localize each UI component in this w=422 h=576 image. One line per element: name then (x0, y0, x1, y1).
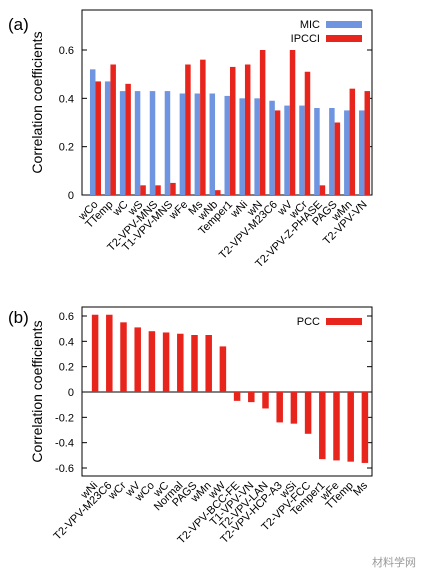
bar-ipcci (110, 64, 116, 195)
bar-ipcci (244, 64, 251, 195)
bar-mic (104, 81, 111, 195)
y-tick-label: 0.4 (59, 336, 74, 348)
bar-pcc (106, 314, 113, 392)
bar-pcc (148, 331, 156, 392)
bar-ipcci (274, 110, 281, 195)
panel-label: (b) (8, 308, 29, 327)
bar-pcc (233, 392, 241, 401)
bar-pcc (205, 335, 212, 392)
y-tick-label: 0.2 (59, 362, 74, 374)
bar-mic (224, 95, 230, 195)
bar-pcc (262, 392, 269, 409)
legend-label: IPCCI (291, 33, 320, 45)
bar-mic (119, 91, 126, 195)
bar-mic (179, 93, 186, 195)
legend-swatch (326, 35, 362, 42)
bar-mic (209, 93, 216, 195)
bar-ipcci (200, 59, 206, 195)
bar-ipcci (170, 182, 176, 195)
y-tick-label: 0 (68, 387, 74, 399)
bar-mic (284, 105, 290, 195)
bar-mic (344, 110, 350, 195)
y-tick-label: -0.6 (55, 463, 74, 475)
y-tick-label: -0.2 (55, 412, 74, 424)
bar-mic (269, 100, 275, 195)
bar-ipcci (259, 50, 266, 195)
bar-ipcci (230, 66, 236, 196)
bar-mic (359, 110, 365, 195)
bar-mic (164, 91, 171, 195)
bar-pcc (91, 314, 99, 392)
bar-pcc (120, 322, 127, 392)
y-tick-label: 0.6 (59, 45, 74, 57)
bar-ipcci (125, 83, 131, 195)
y-tick-label: -0.4 (55, 438, 74, 450)
bar-pcc (134, 327, 141, 392)
bar-pcc (319, 392, 326, 460)
bar-pcc (177, 333, 184, 392)
bar-mic (194, 93, 201, 195)
bar-mic (314, 108, 320, 195)
bar-ipcci (319, 185, 326, 195)
bar-pcc (276, 392, 283, 423)
bar-pcc (219, 346, 227, 392)
bar-mic (239, 98, 245, 195)
bar-ipcci (215, 190, 221, 195)
bar-mic (149, 91, 156, 195)
bar-mic (89, 69, 96, 195)
panel-label: (a) (8, 15, 29, 34)
bar-mic (254, 98, 260, 195)
legend-swatch (326, 21, 362, 28)
bar-pcc (304, 392, 312, 434)
bar-pcc (191, 335, 198, 392)
bar-mic (299, 105, 305, 195)
bar-ipcci (364, 91, 371, 195)
bar-ipcci (155, 185, 161, 195)
y-axis-label: Correlation coefficients (29, 320, 45, 462)
bar-pcc (290, 392, 298, 424)
bar-mic (134, 91, 141, 195)
x-tick-label: Ms (351, 479, 370, 498)
bar-ipcci (334, 122, 341, 195)
bar-ipcci (140, 185, 146, 195)
bar-pcc (347, 392, 354, 462)
y-tick-label: 0.6 (59, 311, 74, 323)
legend-label: PCC (297, 316, 320, 328)
bar-mic (329, 108, 335, 195)
bar-ipcci (304, 71, 311, 195)
bar-pcc (248, 392, 255, 403)
bar-pcc (361, 392, 369, 463)
y-tick-label: 0.2 (59, 142, 74, 154)
bar-ipcci (185, 64, 191, 195)
y-tick-label: 0.4 (59, 93, 74, 105)
legend-label: MIC (300, 19, 320, 31)
y-tick-label: 0 (68, 190, 74, 202)
bar-ipcci (349, 88, 356, 195)
bar-ipcci (95, 81, 101, 195)
bar-pcc (162, 332, 170, 392)
y-axis-label: Correlation coefficients (29, 31, 45, 173)
watermark: 材料学网 (372, 556, 416, 569)
bar-pcc (333, 392, 340, 461)
bar-ipcci (289, 50, 296, 195)
legend-swatch (326, 318, 362, 325)
